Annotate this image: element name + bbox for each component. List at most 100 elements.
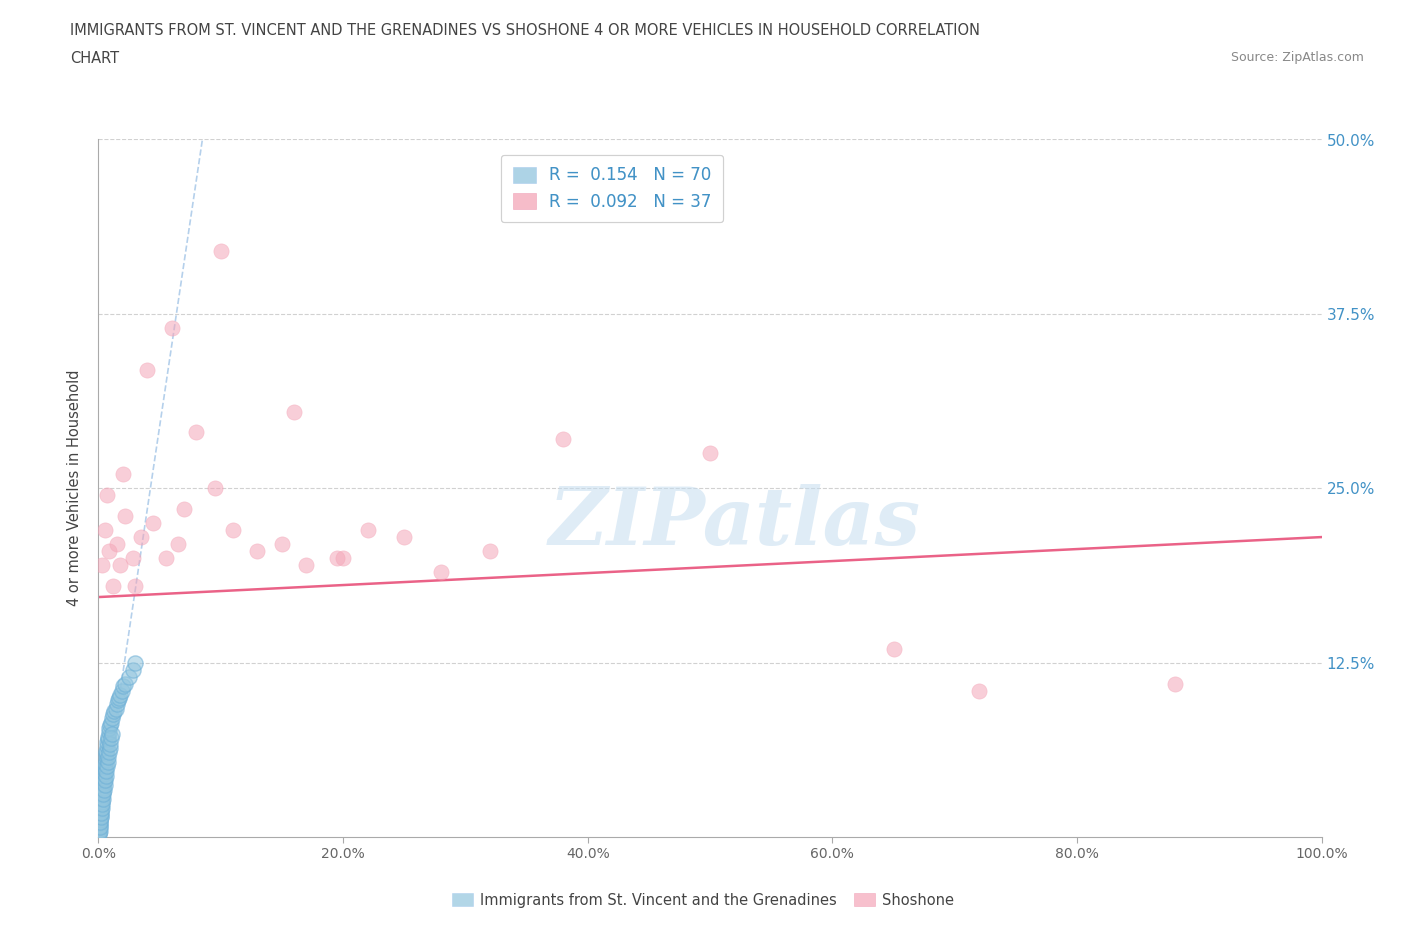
Point <box>91 781 114 796</box>
Point <box>91 792 114 807</box>
Text: IMMIGRANTS FROM ST. VINCENT AND THE GRENADINES VS SHOSHONE 4 OR MORE VEHICLES IN: IMMIGRANTS FROM ST. VINCENT AND THE GREN… <box>70 23 980 38</box>
Point <box>93 766 115 781</box>
Point <box>105 698 128 712</box>
Point <box>332 551 354 565</box>
Point <box>967 683 990 698</box>
Point <box>246 543 269 558</box>
Point <box>89 818 111 833</box>
Point <box>98 721 121 736</box>
Point <box>104 701 127 716</box>
Point <box>90 810 112 825</box>
Point <box>136 363 159 378</box>
Point <box>89 827 111 842</box>
Point <box>94 772 117 787</box>
Point <box>94 746 117 761</box>
Point <box>124 656 146 671</box>
Point <box>111 679 134 694</box>
Text: Source: ZipAtlas.com: Source: ZipAtlas.com <box>1230 51 1364 64</box>
Point <box>100 715 122 730</box>
Point <box>91 785 114 800</box>
Point <box>89 816 111 830</box>
Point <box>96 487 118 502</box>
Point <box>97 744 120 759</box>
Point <box>97 729 120 744</box>
Point <box>96 735 118 750</box>
Point <box>110 687 132 702</box>
Point <box>107 693 129 708</box>
Point <box>94 749 117 764</box>
Point <box>93 777 115 792</box>
Point <box>93 763 115 777</box>
Point <box>89 815 111 830</box>
Point <box>93 782 115 797</box>
Point <box>114 509 136 524</box>
Point <box>173 502 195 517</box>
Point <box>91 788 114 803</box>
Point <box>155 551 177 565</box>
Point <box>283 404 305 418</box>
Point <box>430 565 453 579</box>
Point <box>94 757 117 772</box>
Point <box>91 558 114 573</box>
Point <box>101 707 124 722</box>
Point <box>90 802 112 817</box>
Point <box>90 805 112 821</box>
Text: ZIPatlas: ZIPatlas <box>548 485 921 562</box>
Point <box>160 320 183 335</box>
Point <box>100 731 122 746</box>
Point <box>110 558 132 573</box>
Point <box>142 515 165 530</box>
Point <box>98 718 121 733</box>
Point <box>89 823 111 838</box>
Point <box>87 826 110 841</box>
Point <box>699 446 721 461</box>
Point <box>93 787 115 802</box>
Point <box>91 796 114 811</box>
Point <box>101 578 124 593</box>
Point <box>103 704 125 719</box>
Point <box>204 481 226 496</box>
Point <box>129 530 152 545</box>
Text: CHART: CHART <box>70 51 120 66</box>
Point <box>101 711 124 725</box>
Point <box>93 523 115 538</box>
Point <box>111 467 134 482</box>
Point <box>478 543 501 558</box>
Point <box>553 432 575 447</box>
Point <box>98 740 121 755</box>
Point <box>167 537 190 551</box>
Point <box>90 794 112 809</box>
Point <box>91 777 114 791</box>
Point <box>108 690 131 705</box>
Point <box>97 750 120 764</box>
Point <box>118 670 141 684</box>
Point <box>124 578 146 593</box>
Point <box>93 771 115 786</box>
Point <box>97 754 120 769</box>
Point <box>392 530 416 545</box>
Point <box>295 558 318 573</box>
Y-axis label: 4 or more Vehicles in Household: 4 or more Vehicles in Household <box>67 370 83 606</box>
Point <box>111 683 134 698</box>
Point <box>101 726 124 741</box>
Legend: R =  0.154   N = 70, R =  0.092   N = 37: R = 0.154 N = 70, R = 0.092 N = 37 <box>501 154 723 222</box>
Point <box>326 551 349 565</box>
Point <box>114 676 136 691</box>
Point <box>121 662 143 677</box>
Point <box>89 813 111 828</box>
Point <box>98 737 121 751</box>
Point <box>270 537 294 551</box>
Point <box>96 743 118 758</box>
Point <box>105 537 128 551</box>
Point <box>883 642 905 657</box>
Point <box>121 551 143 565</box>
Point <box>96 759 118 774</box>
Point <box>93 774 115 789</box>
Point <box>1164 676 1187 691</box>
Point <box>96 738 118 753</box>
Point <box>97 725 120 740</box>
Point <box>94 760 117 775</box>
Point <box>90 799 112 814</box>
Point <box>91 790 114 805</box>
Point <box>98 543 121 558</box>
